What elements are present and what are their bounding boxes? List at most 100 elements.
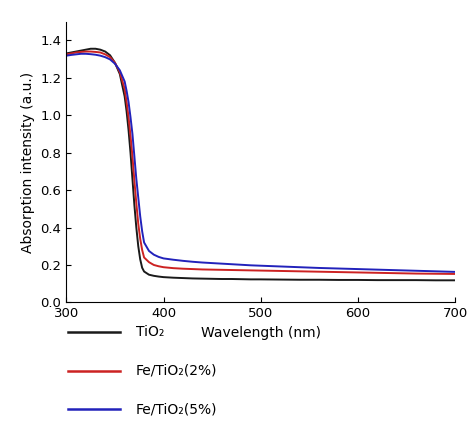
Fe/TiO₂(2%) [83,49,89,54]
Fe/TiO₂(2%) [258,268,264,273]
Fe/TiO₂(5%) [134,176,139,181]
Fe/TiO₂(5%) [112,61,118,67]
Fe/TiO₂(2%) [219,267,225,273]
TiO₂ [124,109,129,114]
Fe/TiO₂(2%) [209,267,215,272]
TiO₂ [98,47,103,52]
TiO₂ [92,46,98,51]
Fe/TiO₂(5%) [78,51,84,57]
Fe/TiO₂(2%) [452,271,458,276]
Fe/TiO₂(5%) [64,53,69,58]
Fe/TiO₂(2%) [122,86,128,92]
Fe/TiO₂(5%) [228,262,234,267]
Fe/TiO₂(5%) [124,88,129,93]
TiO₂ [78,48,84,53]
TiO₂ [68,50,74,55]
Fe/TiO₂(2%) [128,133,133,138]
Fe/TiO₂(5%) [316,265,322,270]
Fe/TiO₂(2%) [238,267,244,273]
Fe/TiO₂(2%) [316,269,322,274]
TiO₂ [134,225,139,230]
Fe/TiO₂(5%) [297,265,302,270]
Fe/TiO₂(2%) [102,52,108,57]
TiO₂ [277,277,283,282]
TiO₂ [107,53,113,58]
Fe/TiO₂(2%) [336,270,341,275]
TiO₂ [112,60,118,65]
Fe/TiO₂(2%) [374,270,380,276]
TiO₂ [139,265,145,270]
Fe/TiO₂(5%) [129,131,135,137]
Fe/TiO₂(5%) [136,195,141,200]
Fe/TiO₂(5%) [355,267,361,272]
TiO₂ [170,275,176,280]
Fe/TiO₂(5%) [170,257,176,262]
Fe/TiO₂(5%) [277,264,283,269]
Text: TiO₂: TiO₂ [136,325,164,339]
TiO₂ [122,94,128,99]
Fe/TiO₂(5%) [433,269,438,274]
TiO₂ [137,257,143,262]
TiO₂ [117,71,123,76]
Fe/TiO₂(2%) [190,267,195,272]
Fe/TiO₂(5%) [88,51,93,57]
Line: TiO₂: TiO₂ [66,49,455,280]
Fe/TiO₂(2%) [170,266,176,271]
TiO₂ [228,276,234,282]
Fe/TiO₂(5%) [73,52,79,57]
Fe/TiO₂(2%) [124,99,129,105]
Fe/TiO₂(5%) [238,262,244,267]
Fe/TiO₂(2%) [156,264,162,269]
Fe/TiO₂(2%) [180,266,186,271]
Fe/TiO₂(5%) [68,52,74,57]
Fe/TiO₂(5%) [394,267,400,273]
Fe/TiO₂(2%) [73,50,79,55]
Fe/TiO₂(5%) [190,259,195,264]
Fe/TiO₂(5%) [107,57,113,62]
Fe/TiO₂(2%) [433,271,438,276]
Fe/TiO₂(2%) [297,269,302,274]
TiO₂ [161,275,166,280]
Fe/TiO₂(5%) [122,79,128,84]
Fe/TiO₂(2%) [141,255,147,260]
Fe/TiO₂(2%) [248,268,254,273]
TiO₂ [128,150,133,155]
Fe/TiO₂(2%) [161,265,166,270]
TiO₂ [433,278,438,283]
Fe/TiO₂(2%) [68,51,74,56]
TiO₂ [131,203,137,208]
TiO₂ [452,278,458,283]
Fe/TiO₂(5%) [374,267,380,272]
Line: Fe/TiO₂(2%): Fe/TiO₂(2%) [66,51,455,274]
Fe/TiO₂(5%) [98,53,103,58]
Fe/TiO₂(2%) [355,270,361,275]
Fe/TiO₂(5%) [92,52,98,57]
Fe/TiO₂(5%) [258,263,264,268]
TiO₂ [88,46,93,51]
TiO₂ [394,277,400,283]
TiO₂ [355,277,361,283]
TiO₂ [102,49,108,54]
Fe/TiO₂(5%) [452,269,458,274]
TiO₂ [238,276,244,282]
TiO₂ [126,127,131,133]
TiO₂ [156,274,162,279]
Fe/TiO₂(5%) [151,252,156,257]
Fe/TiO₂(5%) [413,268,419,273]
Fe/TiO₂(2%) [137,236,143,241]
TiO₂ [129,176,135,181]
Fe/TiO₂(2%) [134,200,139,206]
Fe/TiO₂(5%) [200,260,205,265]
Fe/TiO₂(2%) [277,268,283,273]
TiO₂ [141,269,147,274]
TiO₂ [413,277,419,283]
Fe/TiO₂(2%) [112,60,118,65]
Fe/TiO₂(5%) [141,240,147,245]
X-axis label: Wavelength (nm): Wavelength (nm) [201,326,321,340]
Text: Fe/TiO₂(5%): Fe/TiO₂(5%) [136,402,218,416]
Fe/TiO₂(5%) [209,260,215,266]
Fe/TiO₂(5%) [161,256,166,261]
Y-axis label: Absorption intensity (a.u.): Absorption intensity (a.u.) [21,71,35,253]
TiO₂ [136,244,141,249]
TiO₂ [73,49,79,54]
